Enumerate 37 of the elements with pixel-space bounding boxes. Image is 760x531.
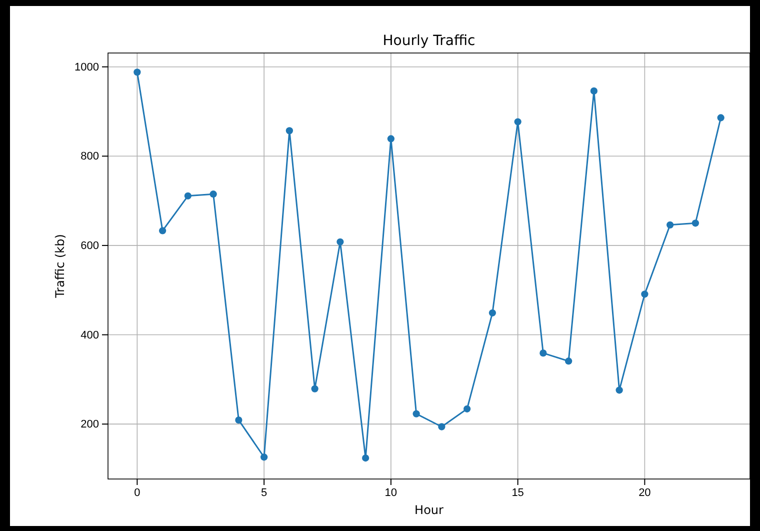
point [412,410,420,418]
point [260,454,268,461]
point [286,127,294,134]
point [692,220,700,227]
point [564,358,572,365]
point [666,221,674,228]
y-tick-label: 400 [80,329,99,342]
point [488,309,496,316]
x-tick-label: 10 [384,486,398,499]
y-tick-label: 800 [80,150,99,163]
point [210,190,217,198]
point [438,423,446,430]
point [362,454,370,462]
x-tick-label: 0 [134,486,140,499]
point [311,385,318,392]
point [235,416,242,424]
point [387,135,395,142]
x-tick-label: 20 [638,486,651,499]
point [184,192,192,200]
y-axis-title: Traffic (kb) [53,234,67,299]
point [463,405,471,412]
point [590,87,598,95]
point [134,68,141,76]
point [540,350,547,357]
point [717,114,724,122]
y-tick-label: 600 [80,240,99,252]
point [336,238,344,246]
point [641,290,648,298]
point [616,386,623,394]
x-tick-label: 15 [512,486,524,499]
point [158,227,166,234]
x-tick-label: 5 [260,486,268,499]
y-tick-label: 200 [80,418,99,431]
point [514,118,522,126]
chart-title: Hourly Traffic [382,33,476,49]
y-tick-label: 1000 [74,61,99,74]
x-axis-title: Hour [414,503,444,517]
